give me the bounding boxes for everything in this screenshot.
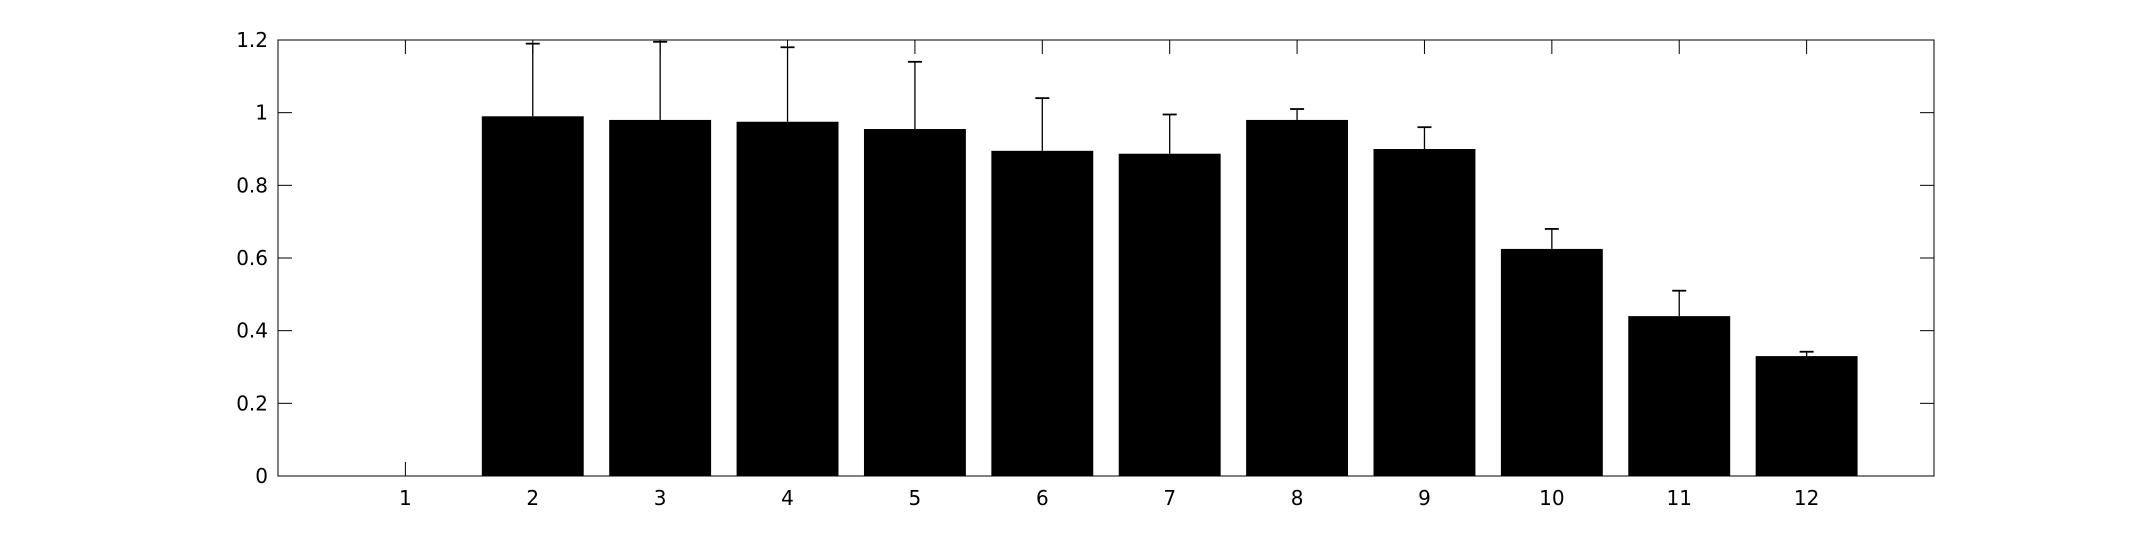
bar — [1755, 356, 1858, 476]
bar — [736, 121, 839, 476]
x-tick-label: 5 — [909, 486, 922, 510]
y-tick-label: 0 — [255, 464, 268, 488]
x-tick-label: 7 — [1163, 486, 1176, 510]
bar — [1118, 153, 1221, 476]
x-tick-label: 2 — [526, 486, 539, 510]
x-tick-label: 9 — [1418, 486, 1431, 510]
y-tick-label: 0.4 — [236, 319, 268, 343]
x-tick-label: 10 — [1539, 486, 1564, 510]
bar — [609, 119, 712, 476]
bar — [481, 116, 584, 477]
error-bars-group — [525, 40, 1814, 357]
bar — [1628, 316, 1731, 476]
x-tick-labels: 1 2 3 4 5 6 7 8 9 10 11 12 — [399, 486, 1819, 510]
x-tick-label: 11 — [1667, 486, 1692, 510]
x-tick-label: 1 — [399, 486, 412, 510]
x-tick-label: 3 — [654, 486, 667, 510]
x-tick-label: 12 — [1794, 486, 1819, 510]
y-tick-label: 1 — [255, 101, 268, 125]
y-tick-label: 0.2 — [236, 391, 268, 415]
bar — [1500, 248, 1603, 476]
bars-group — [481, 116, 1858, 477]
x-tick-label: 4 — [781, 486, 794, 510]
y-tick-label: 0.8 — [236, 173, 268, 197]
y-tick-label: 1.2 — [236, 28, 268, 52]
y-tick-label: 0.6 — [236, 246, 268, 270]
bar — [1373, 149, 1476, 476]
x-tick-label: 8 — [1291, 486, 1304, 510]
bar — [863, 129, 966, 476]
bar — [1246, 119, 1349, 476]
x-tick-label: 6 — [1036, 486, 1049, 510]
y-tick-labels: 0 0.2 0.4 0.6 0.8 1 1.2 — [236, 28, 268, 488]
bar — [991, 150, 1094, 477]
